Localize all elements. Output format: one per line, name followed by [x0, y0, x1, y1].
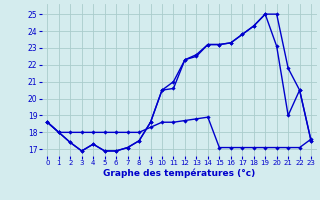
X-axis label: Graphe des températures (°c): Graphe des températures (°c) [103, 169, 255, 178]
